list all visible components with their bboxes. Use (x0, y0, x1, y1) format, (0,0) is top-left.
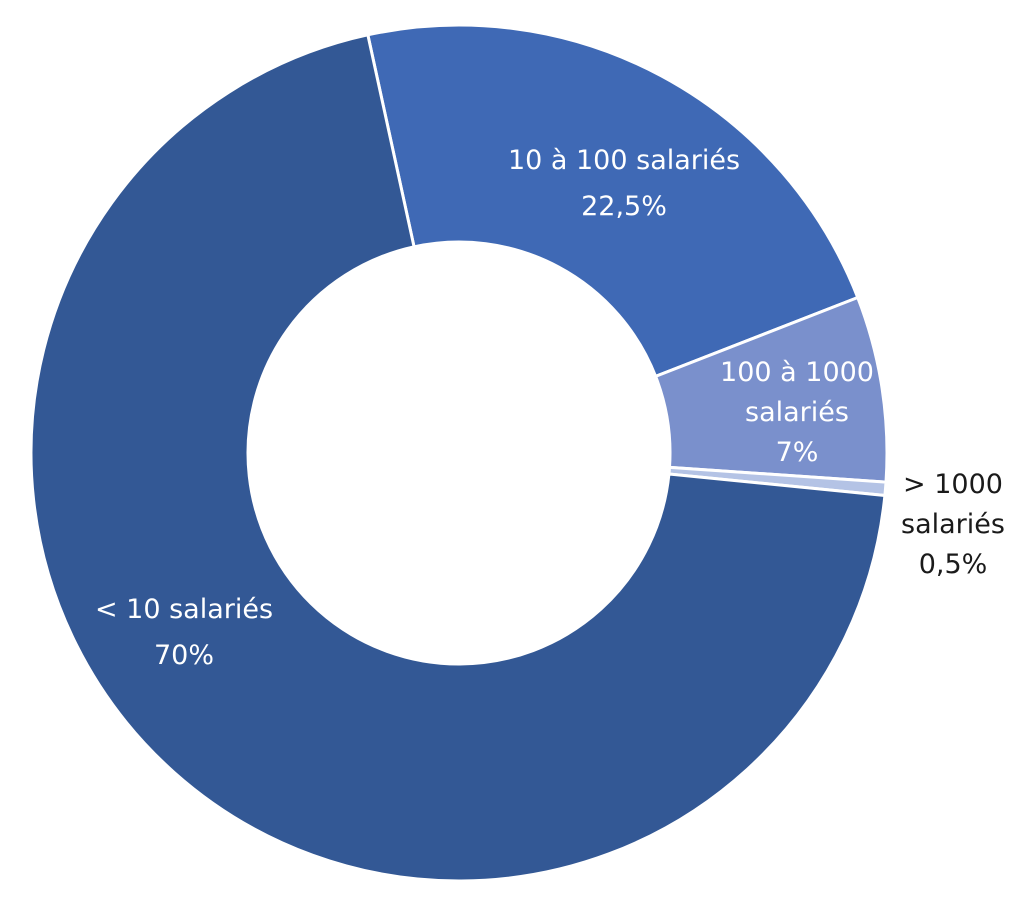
slice-label-line: 70% (154, 640, 214, 671)
slice-label-line: salariés (745, 397, 849, 428)
slice-label-line: 0,5% (919, 549, 988, 580)
slice-label-s1000plus: > 1000 salariés 0,5% (901, 469, 1005, 580)
slice-label-line: 7% (776, 437, 819, 468)
slice-label-line: 100 à 1000 (720, 357, 874, 388)
slice-label-line: 10 à 100 salariés (508, 145, 740, 176)
slice-label-line: salariés (901, 509, 1005, 540)
donut-labels: 10 à 100 salariés 22,5% 100 à 1000 salariés… (95, 145, 1005, 671)
slice-label-line: > 1000 (903, 469, 1003, 500)
slice-label-s10-100: 10 à 100 salariés 22,5% (508, 145, 740, 222)
slice-label-line: 22,5% (581, 191, 667, 222)
donut-slices (29, 23, 889, 883)
slice-label-s100-1000: 100 à 1000 salariés 7% (720, 357, 874, 468)
slice-s10-100 (366, 23, 860, 379)
slice-label-line: < 10 salariés (95, 594, 273, 625)
slice-label-s-lt10: < 10 salariés 70% (95, 594, 273, 671)
slice-s-lt10 (29, 33, 887, 883)
